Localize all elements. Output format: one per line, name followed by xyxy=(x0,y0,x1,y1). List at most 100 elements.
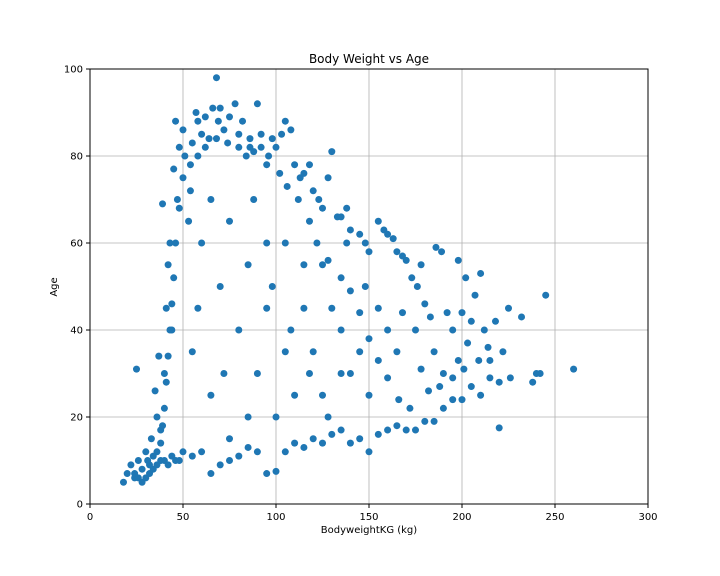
data-point xyxy=(144,457,152,464)
data-point xyxy=(460,365,468,373)
data-point xyxy=(374,304,382,312)
data-point xyxy=(257,143,265,151)
data-point xyxy=(179,448,187,456)
data-point xyxy=(173,196,181,203)
data-point xyxy=(458,309,466,317)
data-point xyxy=(244,261,252,269)
data-point xyxy=(164,261,172,269)
data-point xyxy=(430,417,438,425)
data-point xyxy=(395,396,403,404)
data-point xyxy=(207,196,215,203)
data-point xyxy=(281,117,289,125)
data-point xyxy=(505,304,512,312)
data-point xyxy=(374,217,382,225)
x-axis-label: BodyweightKG (kg) xyxy=(321,525,417,536)
data-point xyxy=(374,430,382,438)
data-point xyxy=(160,370,168,377)
data-point xyxy=(412,426,419,434)
data-point xyxy=(361,283,369,290)
data-point xyxy=(253,100,261,108)
data-point xyxy=(536,370,544,377)
data-point xyxy=(393,422,401,430)
data-point xyxy=(305,217,313,225)
data-point xyxy=(313,239,321,247)
x-tick-label: 100 xyxy=(266,512,285,523)
data-point xyxy=(159,200,167,208)
data-point xyxy=(164,352,172,360)
data-point xyxy=(365,248,373,256)
data-point xyxy=(149,452,157,460)
data-point xyxy=(398,309,406,317)
data-point xyxy=(263,239,271,247)
data-point xyxy=(413,283,421,290)
data-point xyxy=(244,443,252,451)
data-point xyxy=(231,100,239,108)
data-point xyxy=(319,204,326,212)
data-point xyxy=(464,339,472,347)
data-point xyxy=(175,143,183,151)
data-point xyxy=(365,335,373,343)
x-tick-label: 250 xyxy=(545,512,564,523)
data-point xyxy=(179,174,187,182)
data-point xyxy=(235,143,243,151)
data-point xyxy=(384,326,392,334)
data-point xyxy=(467,317,475,325)
data-point xyxy=(246,135,254,143)
data-point xyxy=(337,274,345,282)
data-point xyxy=(417,261,425,269)
data-point xyxy=(216,104,224,112)
data-point xyxy=(291,439,299,447)
data-point xyxy=(181,152,189,160)
data-point xyxy=(151,387,159,395)
data-point xyxy=(220,126,228,134)
data-point xyxy=(188,139,196,147)
data-point xyxy=(471,291,479,299)
data-point xyxy=(300,169,308,177)
y-tick-label: 0 xyxy=(77,500,83,511)
data-point xyxy=(263,161,271,169)
data-point xyxy=(356,348,364,356)
data-point xyxy=(160,404,168,412)
data-point xyxy=(408,274,416,282)
data-point xyxy=(194,117,202,125)
data-point xyxy=(518,313,526,321)
data-point xyxy=(257,130,265,138)
data-point xyxy=(305,370,313,377)
data-point xyxy=(499,348,507,356)
data-point xyxy=(170,274,178,282)
data-point xyxy=(443,309,451,317)
data-point xyxy=(356,309,364,317)
data-point xyxy=(235,130,243,138)
data-point xyxy=(495,424,503,432)
data-point xyxy=(207,470,215,478)
data-point xyxy=(570,365,578,373)
data-point xyxy=(337,426,345,434)
data-point xyxy=(157,439,165,447)
data-point xyxy=(365,391,373,399)
data-point xyxy=(449,396,457,404)
data-point xyxy=(486,356,494,364)
data-point xyxy=(294,196,302,203)
data-point xyxy=(421,417,429,425)
data-point xyxy=(272,143,280,151)
data-point xyxy=(406,404,414,412)
data-point xyxy=(346,287,354,295)
data-point xyxy=(272,467,280,475)
data-point xyxy=(265,152,273,160)
data-point xyxy=(305,161,313,169)
data-point xyxy=(263,470,271,478)
data-point xyxy=(484,343,492,351)
data-point xyxy=(272,413,280,421)
data-point xyxy=(384,426,392,434)
data-point xyxy=(194,304,202,312)
data-point xyxy=(268,135,276,143)
data-point xyxy=(235,452,243,460)
data-point xyxy=(462,274,470,282)
data-point xyxy=(253,448,261,456)
data-point xyxy=(281,239,289,247)
data-point xyxy=(263,304,271,312)
data-point xyxy=(365,448,373,456)
data-point xyxy=(426,313,434,321)
data-point xyxy=(287,126,295,134)
